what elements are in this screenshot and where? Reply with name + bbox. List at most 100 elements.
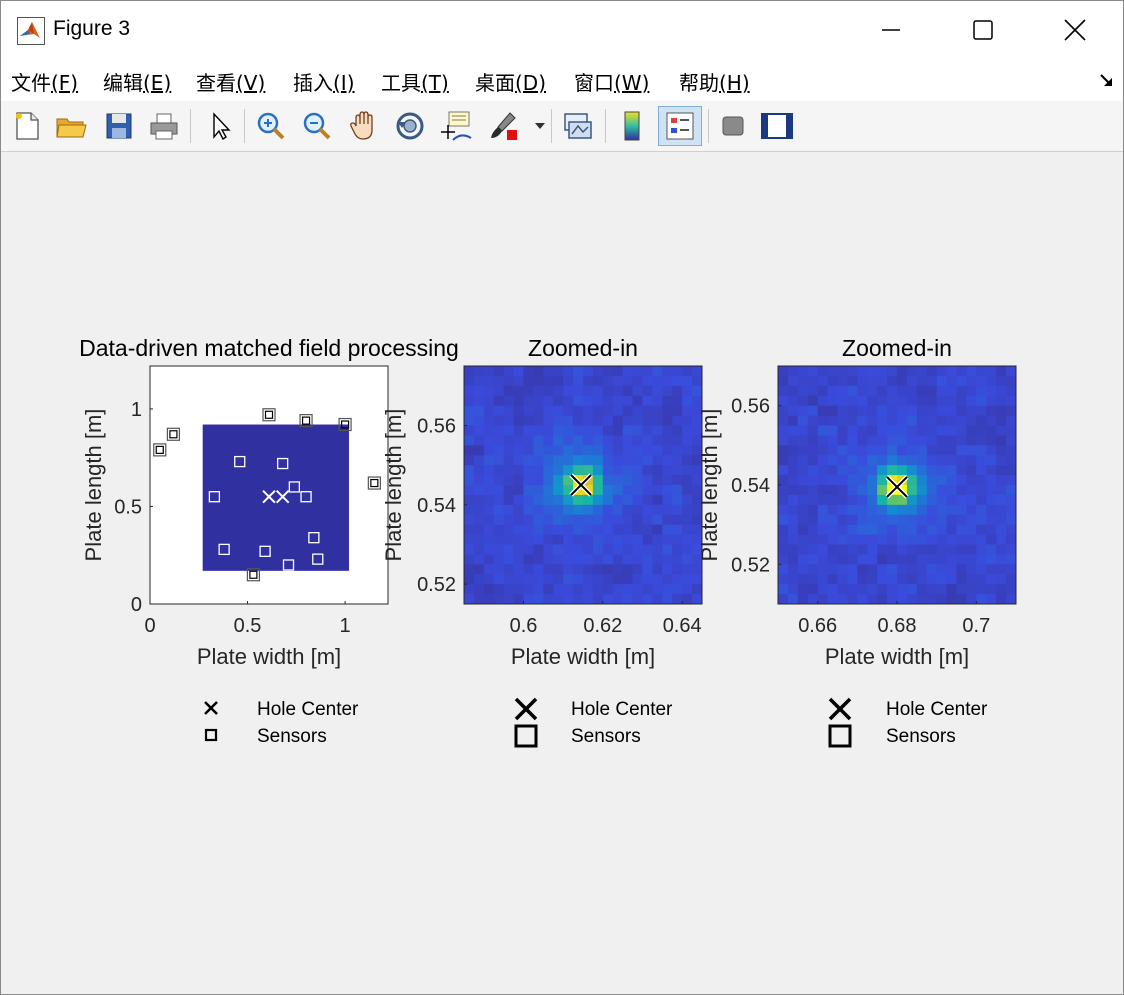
heat-cell (622, 405, 634, 417)
heat-cell (563, 544, 574, 556)
new-figure-button[interactable] (9, 108, 45, 144)
close-button[interactable] (1029, 1, 1121, 59)
link-plot-button[interactable] (560, 108, 596, 144)
brush-button[interactable] (486, 108, 522, 144)
heat-cell (464, 534, 475, 546)
heat-cell (1006, 564, 1016, 575)
heat-cell (533, 544, 544, 556)
heat-cell (956, 544, 968, 556)
menu-view[interactable]: 查看(V) (196, 71, 266, 95)
heat-cell (523, 494, 535, 506)
heat-cell (787, 524, 799, 536)
axes-2-zoomed[interactable]: Zoomed-in 0.6 0.62 0.64 0.52 0.54 0.56 Plate … (381, 335, 703, 669)
menu-file[interactable]: 文件(F) (11, 71, 79, 95)
heat-cell (837, 475, 849, 486)
zoom-in-button[interactable] (253, 108, 289, 144)
heat-cell (797, 514, 809, 526)
heat-cell (483, 554, 495, 565)
heat-cell (946, 485, 958, 496)
brush-dropdown-icon[interactable] (534, 121, 546, 131)
print-button[interactable] (146, 108, 182, 144)
heat-cell (996, 395, 1007, 407)
menu-insert[interactable]: 插入(I) (293, 71, 355, 95)
menu-window[interactable]: 窗口(W) (574, 71, 650, 95)
heat-cell (464, 425, 475, 437)
show-plot-tools-button[interactable] (759, 108, 795, 144)
heat-cell (483, 534, 495, 546)
hide-plot-tools-button[interactable] (715, 108, 751, 144)
save-button[interactable] (101, 108, 137, 144)
heat-cell (787, 455, 799, 466)
hole-center-marker (886, 476, 908, 498)
heat-cell (837, 385, 849, 397)
heat-cell (573, 465, 584, 476)
maximize-button[interactable] (937, 1, 1029, 59)
heat-cell (787, 514, 799, 526)
heat-cell (897, 544, 908, 556)
heat-cell (807, 514, 819, 526)
heat-cell (996, 524, 1007, 536)
zoom-out-button[interactable] (299, 108, 335, 144)
hole-center-marker (570, 474, 592, 496)
insert-legend-button[interactable] (658, 106, 702, 146)
heat-cell (946, 504, 958, 516)
heat-cell (573, 445, 584, 456)
rotate-3d-button[interactable] (392, 108, 428, 144)
heat-cell (553, 435, 564, 446)
sensor-marker (312, 553, 324, 565)
heat-cell (817, 574, 829, 585)
heat-cell (956, 455, 968, 466)
menu-desktop[interactable]: 桌面(D) (475, 71, 547, 95)
heat-cell (602, 405, 614, 417)
axes-1-main[interactable]: Data-driven matched field processing 0 0.… (79, 335, 459, 669)
heat-cell (778, 584, 789, 595)
heat-cell (906, 485, 918, 496)
sensor-marker-inner (155, 445, 164, 454)
heat-cell (897, 465, 908, 476)
dock-arrow-icon[interactable] (1099, 73, 1115, 89)
heat-cell (936, 415, 948, 427)
heat-cell (897, 455, 908, 466)
heat-cell (976, 445, 987, 456)
heat-cell (622, 494, 634, 506)
edit-plot-button[interactable] (202, 108, 238, 144)
legend-3[interactable]: Hole Center Sensors (828, 697, 988, 748)
heat-cell (533, 485, 544, 496)
heat-cell (592, 564, 604, 575)
heat-cell (916, 554, 928, 565)
legend-2[interactable]: Hole Center Sensors (514, 697, 673, 748)
heat-cell (642, 415, 654, 427)
heat-cell (682, 564, 693, 575)
heat-cell (573, 455, 584, 466)
heat-cell (807, 534, 819, 546)
heat-cell (966, 524, 977, 536)
insert-colorbar-button[interactable] (614, 108, 650, 144)
pan-button[interactable] (346, 108, 382, 144)
heat-cell (986, 514, 997, 526)
minimize-button[interactable] (845, 1, 937, 59)
heat-cell (483, 494, 495, 506)
open-file-button[interactable] (53, 108, 89, 144)
heat-cell (778, 415, 789, 427)
heat-cell (523, 455, 535, 466)
menu-help[interactable]: 帮助(H) (679, 71, 750, 95)
heat-cell (573, 395, 584, 407)
heat-cell (602, 574, 614, 585)
heat-cell (602, 385, 614, 397)
heat-cell (976, 425, 987, 437)
axes-3-zoomed[interactable]: Zoomed-in 0.66 0.68 0.7 0.52 0.54 0.56 Plate … (697, 335, 1017, 669)
heat-cell (827, 366, 839, 377)
heat-cell (1006, 445, 1016, 456)
heat-cell (493, 564, 505, 575)
heat-cell (652, 554, 663, 565)
heat-cell (493, 485, 505, 496)
legend-1[interactable]: Hole Center Sensors (204, 699, 359, 747)
heat-cell (946, 475, 958, 486)
heat-cell (897, 425, 908, 437)
data-cursor-button[interactable] (438, 108, 474, 144)
heat-cell (553, 524, 564, 536)
menu-edit[interactable]: 编辑(E) (103, 71, 172, 95)
heat-cell (986, 395, 997, 407)
heat-cell (956, 524, 968, 536)
menu-tools[interactable]: 工具(T) (381, 71, 449, 95)
